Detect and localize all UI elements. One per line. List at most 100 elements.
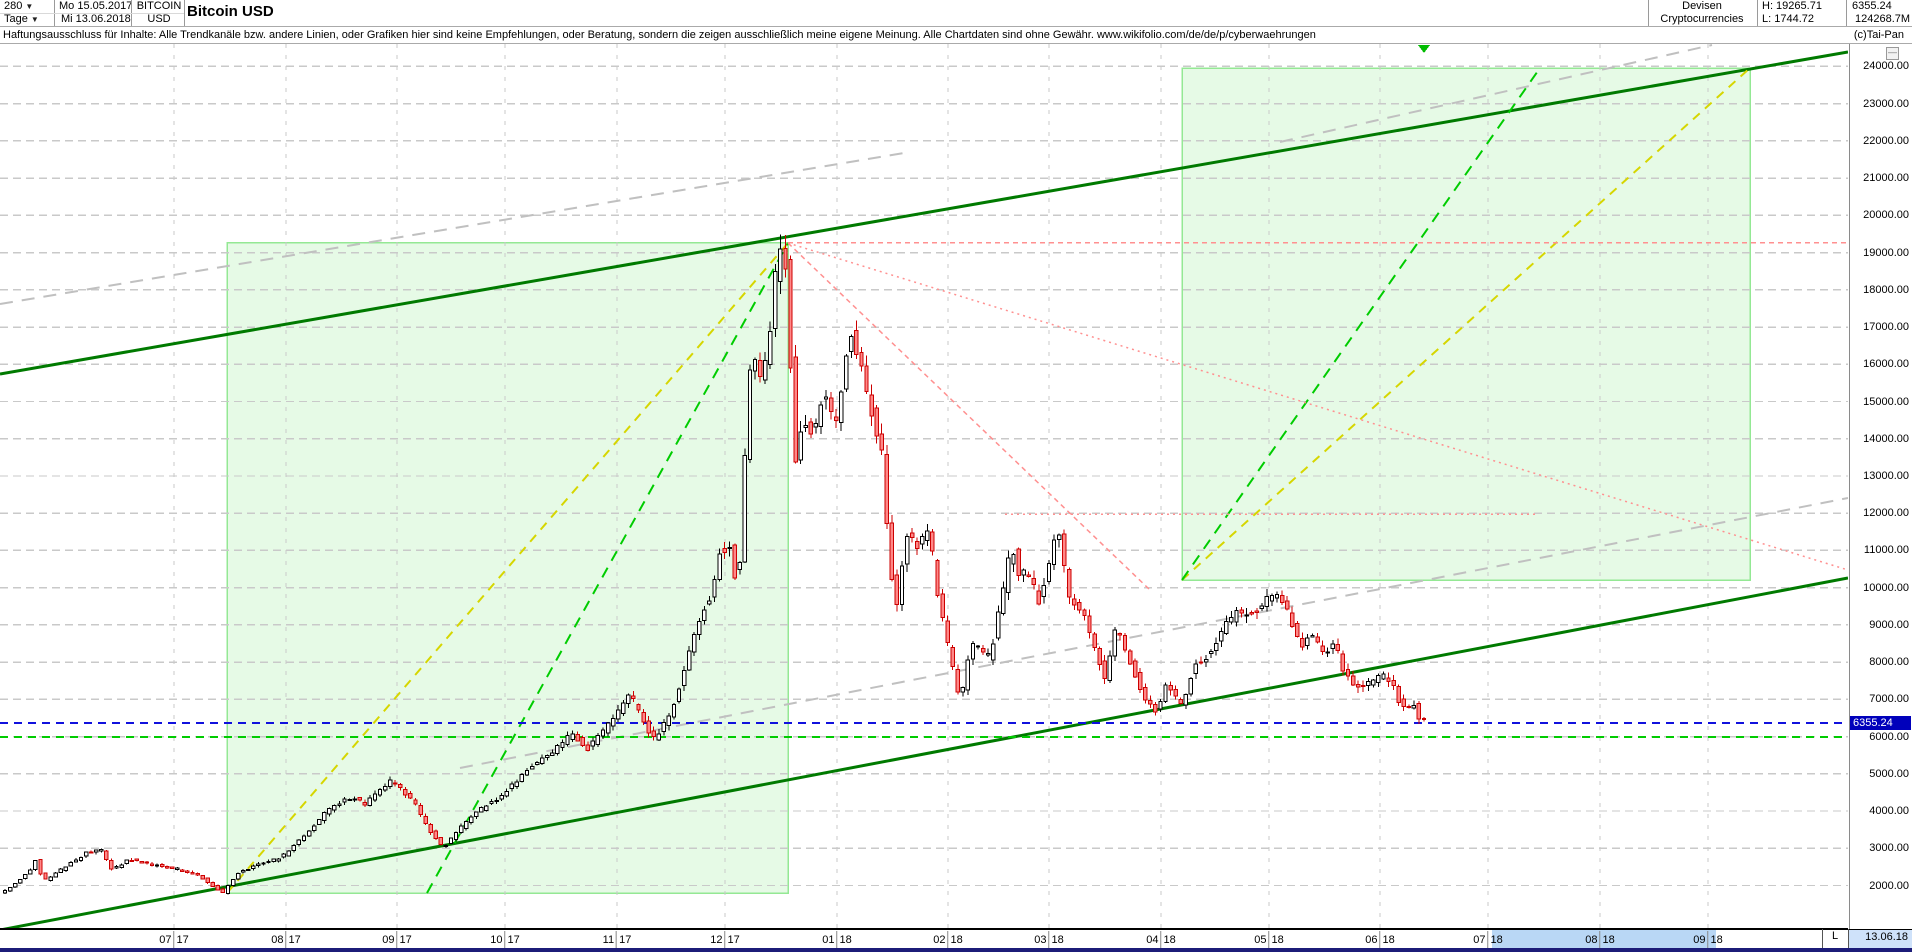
candle-body (1208, 650, 1214, 655)
candle-body (433, 830, 438, 839)
minimize-icon[interactable]: — (1886, 47, 1899, 60)
candle-body (975, 645, 981, 648)
price-axis-label: 14000.00 (1863, 432, 1909, 445)
candle-body (342, 798, 347, 803)
candle-body (1168, 684, 1173, 691)
candle-body (1036, 590, 1042, 605)
candle-body (1001, 587, 1006, 614)
candle-body (413, 799, 418, 805)
price-axis-label: 12000.00 (1863, 507, 1909, 520)
candle-body (266, 861, 271, 864)
time-axis-label: 02 18 (933, 931, 963, 948)
candle-body (666, 715, 672, 727)
candle-body (185, 870, 190, 873)
candle-body (1355, 684, 1361, 688)
candle-body (1396, 685, 1401, 703)
candle-body (854, 329, 859, 356)
candle-body (1097, 648, 1102, 666)
price-axis-label: 2000.00 (1869, 879, 1909, 892)
candle-body (377, 789, 383, 796)
chart-canvas[interactable] (0, 44, 1849, 932)
candle-body (768, 331, 773, 365)
candle-body (1269, 595, 1275, 602)
candle-body (636, 704, 641, 711)
candle-body (965, 659, 971, 691)
trend-box-2018 (1181, 67, 1751, 581)
bars-count-dropdown[interactable]: 280 ▼ (4, 0, 34, 12)
candle-body (626, 694, 631, 705)
candle-body (661, 722, 667, 733)
candle-body (707, 600, 712, 605)
candle-body (494, 799, 499, 802)
candle-body (996, 611, 1001, 639)
candle-body (1092, 633, 1097, 649)
candle-body (1300, 637, 1305, 648)
time-axis-label: 07 18 (1473, 931, 1503, 948)
candle-body (686, 650, 692, 671)
candle-body (737, 561, 743, 571)
candle-body (818, 404, 824, 428)
candle-body (28, 869, 33, 875)
candle-body (869, 394, 874, 417)
candle-body (1143, 686, 1148, 701)
candle-body (1173, 688, 1178, 697)
candle-body (2, 889, 8, 894)
chevron-down-icon: ▼ (30, 15, 39, 24)
candle-body (1224, 620, 1229, 634)
candle-body (220, 888, 226, 893)
candle-body (180, 869, 185, 872)
candle-body (889, 522, 895, 580)
candle-body (828, 397, 834, 413)
price-axis-label: 19000.00 (1863, 246, 1909, 259)
candle-body (387, 779, 393, 787)
candle-body (539, 757, 545, 765)
candle-body (276, 858, 281, 862)
candle-body (616, 709, 621, 720)
candle-body (1148, 699, 1153, 705)
candle-body (980, 648, 986, 653)
time-axis-label: 03 18 (1034, 931, 1064, 948)
time-axis-label: 08 18 (1585, 931, 1615, 948)
candle-body (403, 788, 408, 796)
price-axis-label: 16000.00 (1863, 358, 1909, 371)
candle-body (1117, 633, 1123, 636)
candle-body (504, 790, 509, 797)
candle-body (114, 865, 119, 869)
candle-body (352, 798, 357, 801)
candle-body (428, 824, 433, 834)
candle-body (1386, 677, 1391, 682)
candle-body (849, 336, 854, 352)
candle-body (1082, 609, 1087, 616)
candle-body (1360, 684, 1366, 688)
candle-body (1310, 635, 1315, 638)
timeframe-dropdown[interactable]: Tage ▼ (4, 13, 39, 25)
candle-body (225, 885, 231, 894)
candle-body (823, 396, 829, 400)
red-fan-steep (787, 242, 1151, 591)
candle-body (474, 811, 479, 817)
candle-body (783, 248, 788, 270)
candle-body (1305, 637, 1310, 647)
time-axis-label: 01 18 (822, 931, 852, 948)
candle-body (1102, 660, 1107, 679)
candle-body (514, 781, 520, 787)
candle-body (129, 859, 134, 862)
candle-body (367, 797, 373, 806)
candle-body (605, 722, 611, 734)
candle-body (235, 872, 241, 880)
candle-body (940, 593, 945, 619)
candle-body (915, 541, 920, 550)
candle-body (1132, 660, 1138, 678)
candle-body (291, 845, 297, 852)
price-axis: 24000.00 23000.00 22000.00 21000.00 20000.00… (1849, 44, 1912, 929)
candle-body (1264, 596, 1270, 607)
candle-body (899, 565, 905, 605)
period-high: H: 19265.71 (1762, 0, 1822, 12)
candle-body (398, 783, 403, 788)
candle-body (463, 820, 469, 830)
candle-body (251, 865, 256, 869)
candle-body (945, 620, 950, 644)
candle-body (200, 875, 205, 880)
axis-divider (1848, 929, 1849, 948)
price-axis-label: 9000.00 (1869, 618, 1909, 631)
